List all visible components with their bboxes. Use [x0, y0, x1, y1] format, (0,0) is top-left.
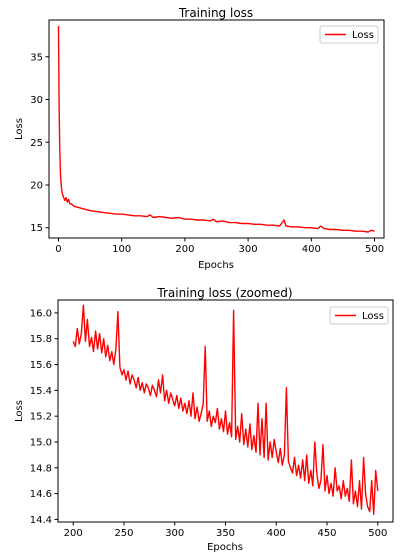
- x-ticks: 200 250 300 350 400 450 500: [64, 522, 387, 539]
- legend-box: [319, 25, 379, 44]
- x-tick-label: 100: [112, 244, 131, 255]
- y-tick-label: 35: [30, 52, 43, 63]
- y-axis-label: Loss: [14, 118, 25, 140]
- x-tick-label: 450: [317, 528, 336, 539]
- legend: Loss: [329, 306, 389, 325]
- x-tick-label: 500: [365, 244, 384, 255]
- legend-label: Loss: [352, 30, 374, 41]
- x-tick-label: 250: [114, 528, 133, 539]
- x-tick-label: 400: [267, 528, 286, 539]
- x-tick-label: 300: [239, 244, 258, 255]
- x-ticks: 0 100 200 300 400 500: [55, 238, 384, 255]
- y-tick-label: 15.8: [30, 334, 52, 345]
- chart-title: Training loss: [178, 6, 253, 20]
- y-tick-label: 16.0: [30, 308, 52, 319]
- series-line: [57, 25, 375, 233]
- y-tick-label: 15.6: [30, 360, 52, 371]
- y-tick-label: 14.8: [30, 463, 52, 474]
- plot-area: [48, 19, 385, 239]
- y-tick-label: 30: [30, 95, 43, 106]
- y-tick-label: 25: [30, 138, 43, 149]
- x-tick-label: 0: [55, 244, 61, 255]
- x-tick-label: 400: [302, 244, 321, 255]
- x-tick-label: 200: [175, 244, 194, 255]
- y-ticks: 14.4 14.6 14.8 15.0 15.2 15.4 15.6 15.8 16.0: [30, 308, 58, 526]
- chart-title: Training loss (zoomed): [156, 286, 292, 300]
- legend-label: Loss: [362, 311, 384, 322]
- y-tick-label: 15: [30, 223, 43, 234]
- legend-box: [329, 306, 389, 325]
- y-tick-label: 14.4: [30, 515, 52, 526]
- chart-training-loss: Training loss 0 100 200 300 400 500 15 20 25 30 3…: [14, 6, 385, 271]
- series-lines: [72, 304, 379, 515]
- y-ticks: 15 20 25 30 35: [30, 52, 49, 234]
- series-lines: [57, 25, 375, 233]
- y-tick-label: 20: [30, 180, 43, 191]
- y-tick-label: 15.0: [30, 437, 52, 448]
- y-tick-label: 15.4: [30, 386, 52, 397]
- chart-training-loss-zoomed: Training loss (zoomed) 200 250 300 350 400 45…: [14, 286, 394, 553]
- series-line: [72, 304, 379, 515]
- y-tick-label: 15.2: [30, 412, 52, 423]
- x-tick-label: 500: [368, 528, 387, 539]
- legend: Loss: [319, 25, 379, 44]
- x-axis-label: Epochs: [198, 260, 234, 271]
- y-tick-label: 14.6: [30, 489, 52, 500]
- x-tick-label: 350: [216, 528, 235, 539]
- y-axis-label: Loss: [14, 400, 25, 422]
- x-tick-label: 300: [165, 528, 184, 539]
- x-tick-label: 200: [64, 528, 83, 539]
- x-axis-label: Epochs: [207, 542, 243, 553]
